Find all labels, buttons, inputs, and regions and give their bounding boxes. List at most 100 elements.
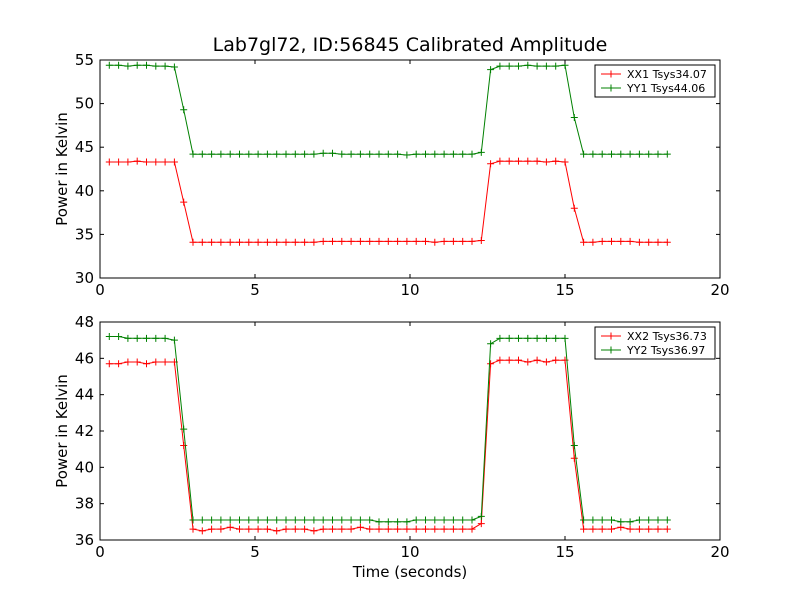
data-point	[422, 525, 429, 533]
data-point	[356, 516, 364, 524]
data-point	[431, 238, 439, 246]
data-point	[236, 516, 243, 524]
data-point	[394, 237, 402, 245]
y-tick-label: 35	[75, 225, 94, 243]
data-point	[496, 62, 504, 70]
x-tick-label: 5	[250, 543, 260, 561]
y-tick-label: 46	[75, 349, 94, 367]
series-line-1	[109, 359, 668, 532]
data-point	[449, 525, 457, 533]
data-point	[143, 334, 150, 342]
legend-marker	[607, 84, 615, 92]
data-point	[375, 525, 383, 533]
data-point	[282, 238, 290, 246]
data-point	[580, 238, 588, 246]
data-point	[105, 61, 113, 69]
data-point	[124, 62, 132, 70]
data-point	[319, 149, 327, 157]
data-point	[226, 523, 234, 531]
data-point	[310, 527, 318, 535]
data-point	[477, 148, 485, 156]
data-point	[561, 158, 569, 166]
data-point	[217, 238, 225, 246]
data-point	[598, 516, 606, 524]
data-point	[570, 442, 578, 450]
data-point	[105, 158, 113, 166]
y-tick-label: 45	[75, 138, 94, 156]
data-point	[524, 157, 532, 165]
data-point	[645, 516, 653, 524]
data-point	[570, 114, 578, 122]
data-point	[440, 525, 448, 533]
data-point	[524, 358, 532, 366]
data-point	[422, 516, 429, 524]
data-point	[524, 61, 532, 69]
data-point	[654, 150, 662, 158]
data-point	[347, 150, 355, 158]
data-point	[105, 360, 113, 368]
legend-marker	[607, 332, 615, 340]
series-line-2	[109, 64, 668, 156]
data-point	[301, 150, 309, 158]
data-point	[329, 149, 336, 157]
data-point	[412, 525, 420, 533]
data-point	[310, 238, 318, 246]
data-point	[198, 516, 206, 524]
data-point	[459, 237, 467, 245]
data-point	[617, 518, 625, 526]
data-point	[542, 358, 550, 366]
data-point	[180, 425, 188, 433]
data-point	[338, 237, 346, 245]
data-point	[375, 518, 383, 526]
data-point	[291, 516, 299, 524]
data-point	[347, 516, 355, 524]
data-point	[645, 150, 653, 158]
data-point	[394, 518, 402, 526]
bottom-panel: 0 5 10 15 20 36 38 40 42 44 46 48 Power in Kelvin Tim…	[53, 313, 730, 581]
data-point	[654, 516, 662, 524]
data-point	[515, 356, 522, 364]
data-point	[608, 516, 615, 524]
data-point	[329, 516, 336, 524]
data-point	[580, 516, 588, 524]
data-point	[570, 204, 578, 212]
data-point	[589, 150, 597, 158]
x-tick-label: 20	[710, 281, 729, 299]
data-point	[291, 150, 299, 158]
data-point	[236, 525, 243, 533]
data-point	[152, 62, 160, 70]
data-point	[626, 525, 634, 533]
data-point	[663, 516, 671, 524]
x-tick-label: 10	[400, 543, 419, 561]
data-point	[412, 150, 420, 158]
data-point	[282, 150, 290, 158]
data-point	[152, 334, 160, 342]
data-point	[170, 63, 178, 71]
data-point	[217, 150, 225, 158]
data-point	[208, 238, 216, 246]
data-point	[626, 150, 634, 158]
data-point	[217, 516, 225, 524]
data-point	[366, 525, 374, 533]
data-point	[338, 525, 346, 533]
data-point	[561, 334, 569, 342]
data-point	[254, 150, 262, 158]
data-point	[570, 454, 578, 462]
data-point	[477, 512, 485, 520]
data-point	[440, 150, 448, 158]
data-point	[505, 62, 513, 70]
data-point	[189, 238, 197, 246]
data-point	[208, 516, 216, 524]
data-point	[263, 525, 271, 533]
data-point	[170, 158, 178, 166]
data-point	[459, 150, 467, 158]
data-point	[115, 158, 123, 166]
data-point	[115, 333, 123, 341]
data-point	[273, 150, 281, 158]
data-point	[524, 334, 532, 342]
top-panel: 0 5 10 15 20 30 35 40 45 50 55 Power in Kelvin XX1 T…	[53, 51, 730, 299]
data-point	[449, 237, 457, 245]
data-point	[589, 525, 597, 533]
legend-label: YY2 Tsys36.97	[626, 344, 705, 357]
